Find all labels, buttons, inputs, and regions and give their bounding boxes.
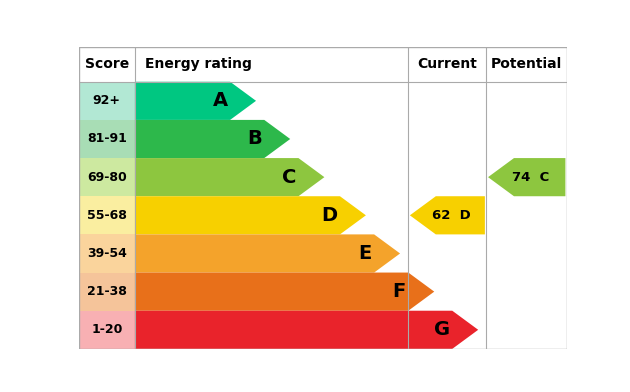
Text: 74  C: 74 C [512, 171, 549, 184]
Polygon shape [135, 272, 434, 311]
Text: Potential: Potential [491, 57, 563, 71]
Polygon shape [135, 234, 400, 272]
Bar [79, 272, 135, 311]
Polygon shape [410, 196, 485, 234]
Text: 92+: 92+ [93, 94, 121, 107]
Text: 55-68: 55-68 [87, 209, 127, 222]
Text: 21-38: 21-38 [87, 285, 127, 298]
Polygon shape [135, 82, 256, 120]
Bar [79, 234, 135, 272]
Text: B: B [247, 129, 262, 149]
Text: C: C [282, 168, 296, 187]
Text: E: E [358, 244, 372, 263]
Text: 1-20: 1-20 [91, 323, 122, 336]
Text: 39-54: 39-54 [87, 247, 127, 260]
Text: 62  D: 62 D [432, 209, 471, 222]
Text: F: F [392, 282, 406, 301]
Text: A: A [212, 91, 227, 110]
Text: D: D [321, 206, 338, 225]
Text: G: G [433, 320, 450, 339]
Text: 69-80: 69-80 [87, 171, 127, 184]
Polygon shape [135, 196, 366, 234]
Bar [79, 120, 135, 158]
Bar [79, 82, 135, 120]
Polygon shape [488, 158, 565, 196]
Text: Score: Score [84, 57, 129, 71]
Bar [79, 311, 135, 349]
Polygon shape [135, 120, 290, 158]
Bar [79, 158, 135, 196]
Text: Energy rating: Energy rating [145, 57, 251, 71]
Text: 81-91: 81-91 [87, 132, 127, 145]
Polygon shape [135, 311, 478, 349]
Text: Current: Current [418, 57, 478, 71]
Polygon shape [135, 158, 324, 196]
Bar [79, 196, 135, 234]
